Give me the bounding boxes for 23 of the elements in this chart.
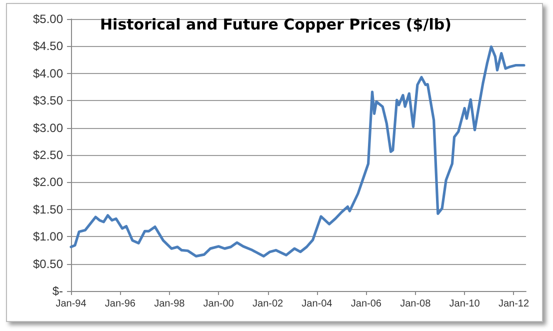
y-tick-label: $- [52, 284, 63, 298]
x-tick-label: Jan-94 [56, 298, 87, 310]
chart-title: Historical and Future Copper Prices ($/lb) [100, 16, 452, 34]
y-tick-label: $1.50 [32, 202, 64, 216]
x-tick-label: Jan-02 [252, 298, 284, 310]
x-tick-label: Jan-96 [104, 298, 136, 310]
y-tick-label: $2.50 [32, 148, 64, 162]
x-tick-label: Jan-08 [400, 298, 432, 310]
line-series [70, 45, 526, 258]
y-tick-label: $5.00 [32, 12, 64, 26]
y-tick-label: $3.00 [32, 120, 64, 135]
x-tick-label: Jan-06 [350, 298, 382, 310]
x-tick-label: Jan-12 [498, 298, 530, 310]
y-tick-label: $3.50 [32, 94, 64, 108]
y-tick-label: $0.50 [32, 256, 64, 271]
y-tick-label: $4.00 [32, 66, 64, 80]
x-tick-label: Jan-00 [203, 298, 234, 310]
x-tick-label: Jan-10 [449, 298, 480, 310]
y-tick-label: $2.00 [32, 175, 64, 190]
x-tick-label: Jan-04 [302, 298, 333, 310]
x-tick-label: Jan-98 [154, 298, 186, 310]
y-tick-label: $4.50 [32, 39, 64, 54]
y-tick-label: $1.00 [32, 230, 64, 244]
